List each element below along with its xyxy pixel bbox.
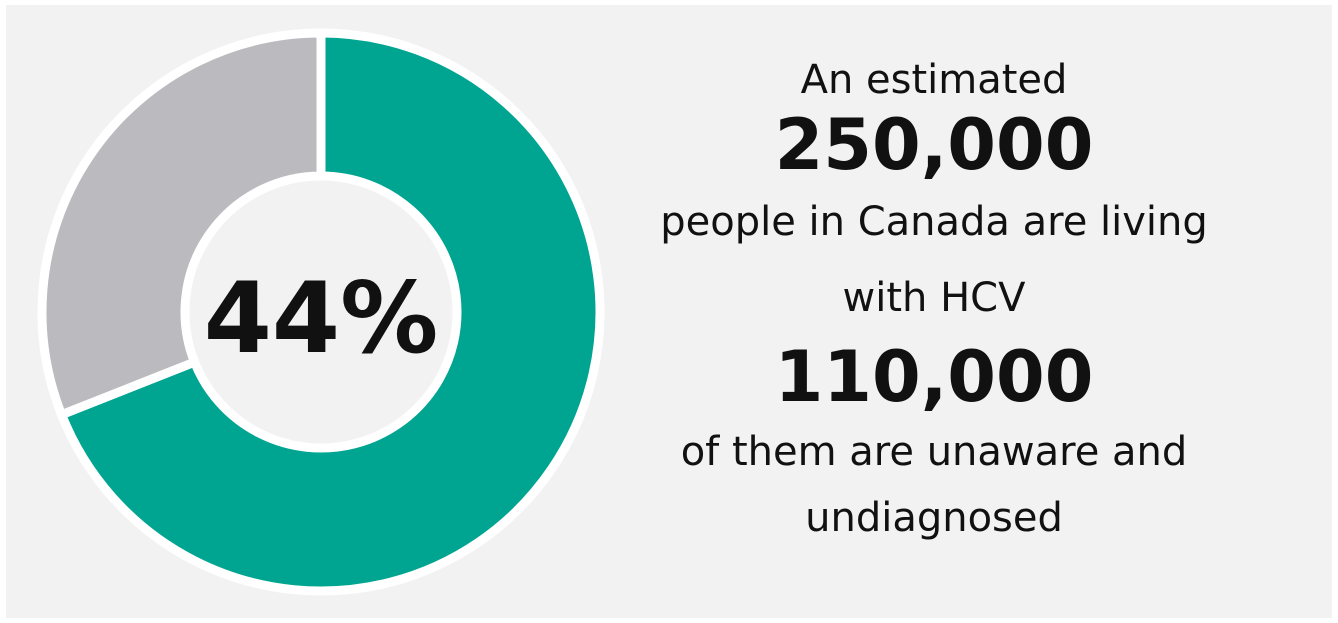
donut-slice-2 [37, 28, 326, 421]
unaware-number: 110,000 [774, 336, 1094, 418]
unaware-description-line-2: undiagnosed [805, 495, 1063, 541]
donut-center-percentage: 44% [204, 262, 439, 376]
hcv-statistics: An estimated 250,000 people in Canada ar… [600, 58, 1268, 540]
unaware-description-line-1: of them are unaware and [680, 429, 1188, 475]
intro-text: An estimated [800, 57, 1068, 103]
total-number: 250,000 [774, 104, 1094, 186]
donut-slices [37, 28, 605, 596]
total-description-line-1: people in Canada are living [660, 199, 1208, 245]
total-description-line-2: with HCV [842, 275, 1026, 321]
donut-slice-1 [55, 28, 605, 596]
